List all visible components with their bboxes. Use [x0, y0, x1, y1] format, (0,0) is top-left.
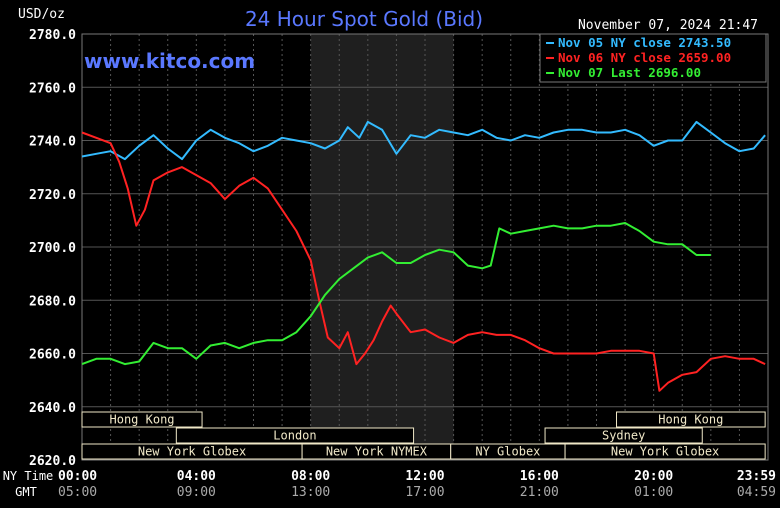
session-label: New York NYMEX [326, 445, 428, 459]
y-tick-label: 2680.0 [29, 294, 76, 309]
x-tick-gmt-label: 17:00 [405, 485, 444, 500]
y-tick-label: 2740.0 [29, 135, 76, 150]
legend-entry-1: Nov 05 NY close 2743.50 [558, 35, 731, 50]
x-tick-ny-label: 20:00 [634, 469, 673, 484]
legend-entry-2: Nov 06 NY close 2659.00 [558, 50, 731, 65]
session-box [175, 427, 415, 444]
legend-entry-3: Nov 07 Last 2696.00 [558, 65, 701, 80]
x-tick-ny-label: 00:00 [58, 469, 97, 484]
session-label: New York Globex [138, 445, 246, 459]
x-tick-gmt-label: 04:59 [737, 485, 776, 500]
kitco-watermark: www.kitco.com [84, 49, 255, 73]
session-box [544, 427, 703, 444]
session-label: Hong Kong [110, 413, 175, 427]
session-label: New York Globex [611, 445, 719, 459]
x-tick-gmt-label: 09:00 [177, 485, 216, 500]
legend-box [539, 33, 767, 83]
session-label: London [273, 429, 316, 443]
x-tick-gmt-label: 21:00 [520, 485, 559, 500]
y-tick-label: 2620.0 [29, 454, 76, 469]
session-label: Hong Kong [658, 413, 723, 427]
x-tick-ny-label: 16:00 [520, 469, 559, 484]
x-tick-gmt-label: 13:00 [291, 485, 330, 500]
x-tick-ny-label: 08:00 [291, 469, 330, 484]
series-line-2 [81, 131, 766, 392]
x-axis-ny-time-label: NY Time [3, 469, 54, 483]
y-tick-label: 2720.0 [29, 188, 76, 203]
session-box [616, 411, 766, 428]
x-tick-ny-label: 12:00 [405, 469, 444, 484]
y-tick-label: 2660.0 [29, 348, 76, 363]
chart-timestamp: November 07, 2024 21:47 [578, 18, 758, 33]
y-axis-unit-label: USD/oz [18, 7, 65, 22]
x-tick-gmt-label: 05:00 [58, 485, 97, 500]
x-axis-gmt-label: GMT [15, 485, 37, 499]
x-tick-ny-label: 23:59 [737, 469, 776, 484]
chart-title: 24 Hour Spot Gold (Bid) [245, 7, 483, 31]
session-box [81, 411, 203, 428]
plot-frame [81, 33, 769, 461]
y-tick-label: 2780.0 [29, 28, 76, 43]
session-label: NY Globex [475, 445, 540, 459]
series-line-1 [81, 120, 766, 161]
x-tick-gmt-label: 01:00 [634, 485, 673, 500]
series-line-3 [81, 222, 711, 366]
y-tick-label: 2640.0 [29, 401, 76, 416]
x-tick-ny-label: 04:00 [177, 469, 216, 484]
y-tick-label: 2760.0 [29, 81, 76, 96]
y-tick-label: 2700.0 [29, 241, 76, 256]
session-box [564, 443, 766, 460]
session-label: Sydney [602, 429, 645, 443]
